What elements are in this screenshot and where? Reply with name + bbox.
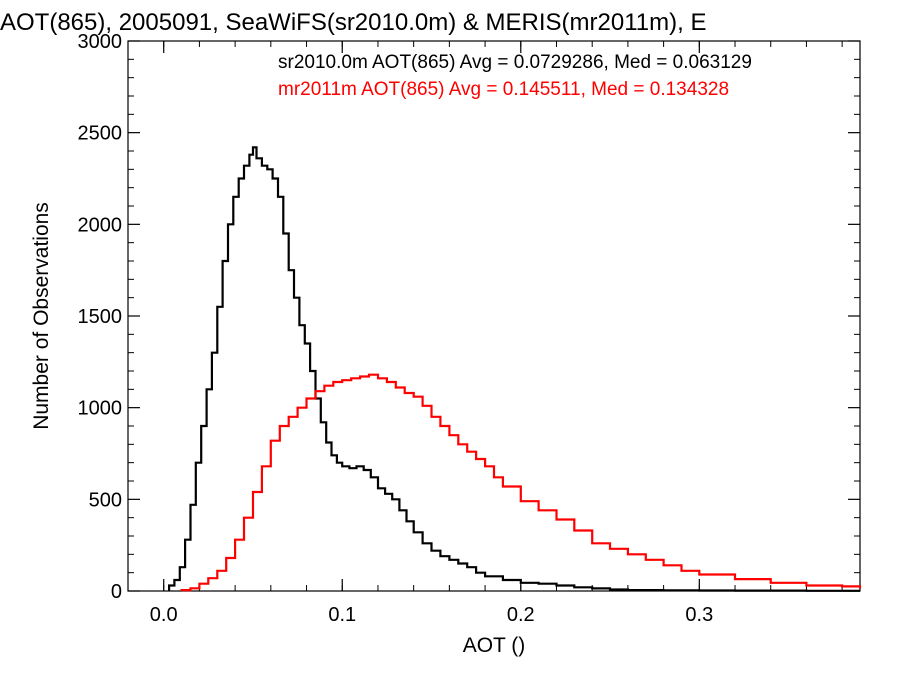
x-tick-label: 0.2 [507,604,535,626]
series-line-mr2011m [180,373,862,592]
x-axis-label: AOT () [463,634,526,657]
y-tick-label: 500 [89,489,122,511]
x-tick-label: 0.3 [685,604,713,626]
y-tick-label: 1500 [78,306,123,328]
y-tick-label: 1000 [78,398,123,420]
y-tick-label: 0 [111,581,122,603]
y-axis-ticks: 0 500 1000 1500 2000 2500 3000 [78,31,860,603]
y-axis-label: Number of Observations [30,202,53,430]
y-tick-label: 2000 [78,214,123,236]
series-line-sr2010.0m [168,146,860,592]
y-tick-label: 3000 [78,31,123,53]
plot-frame [127,40,861,592]
series-lines [168,146,862,592]
series-annotation-mr2011: mr2011m AOT(865) Avg = 0.145511, Med = 0… [278,79,729,100]
x-tick-label: 0.0 [150,604,178,626]
x-axis-ticks: 0.0 0.1 0.2 0.3 [127,41,843,626]
y-tick-label: 2500 [78,123,123,145]
series-annotation-sr2010: sr2010.0m AOT(865) Avg = 0.0729286, Med … [278,52,752,73]
x-tick-label: 0.1 [328,604,356,626]
chart-title: AOT(865), 2005091, SeaWiFS(sr2010.0m) & … [0,9,706,36]
